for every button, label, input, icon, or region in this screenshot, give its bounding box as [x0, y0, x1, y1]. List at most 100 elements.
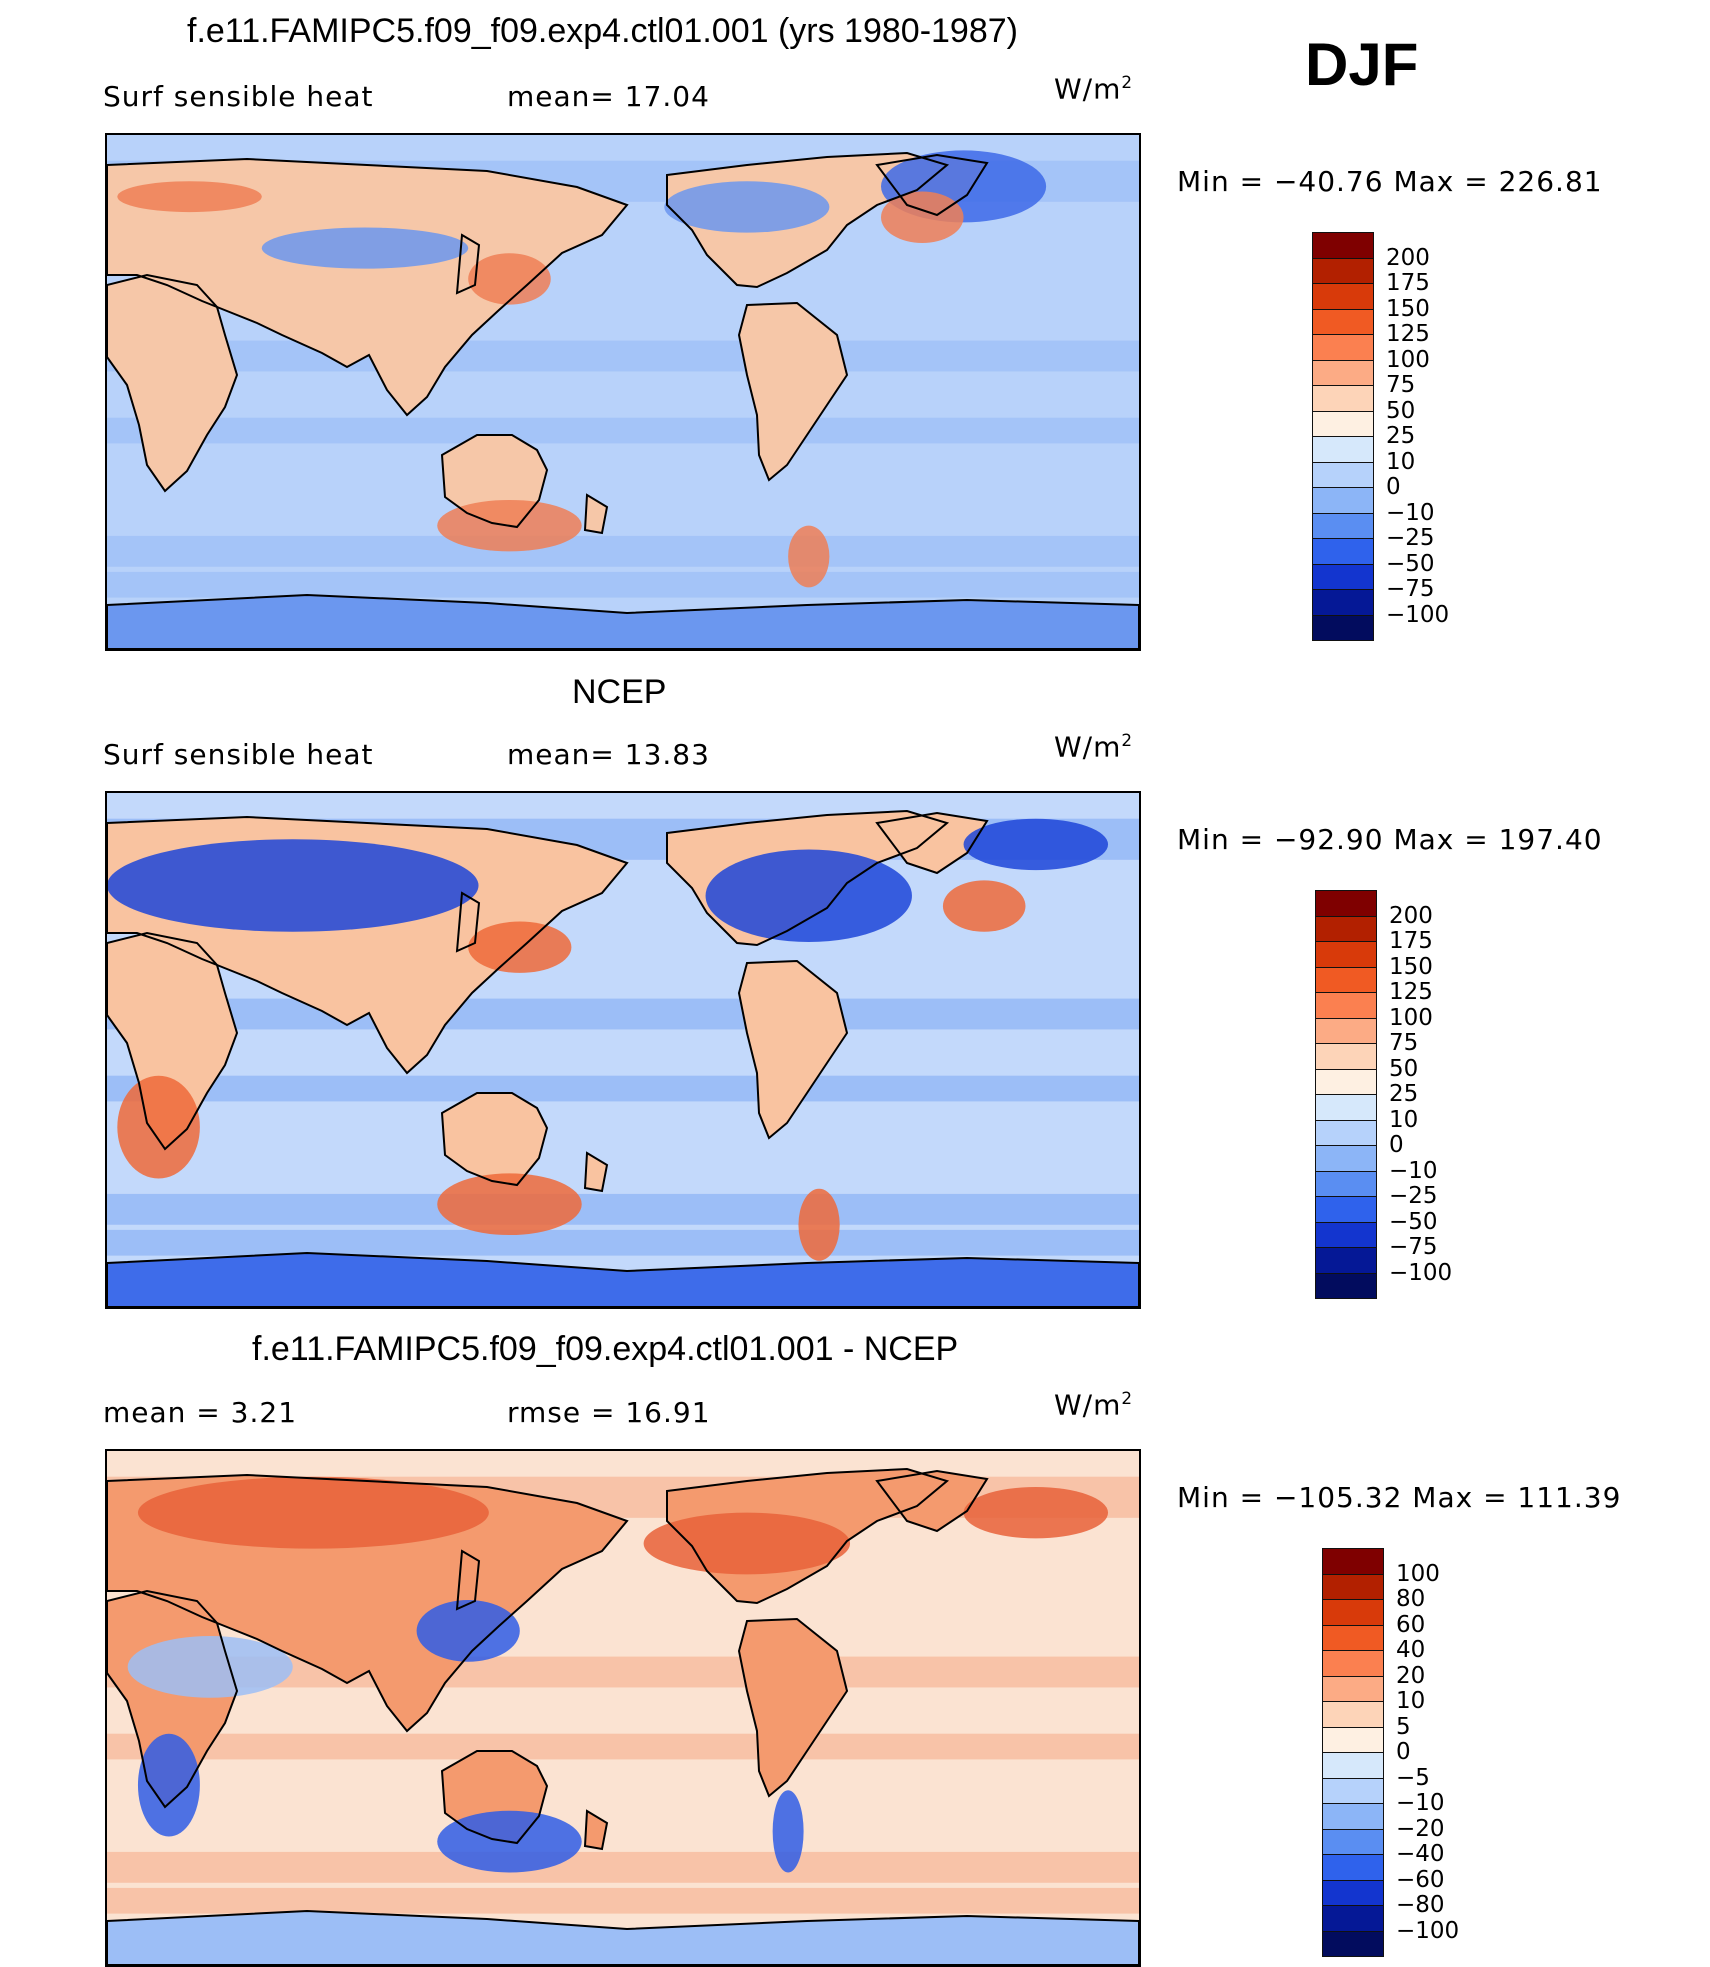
- ocean-band: [107, 535, 1139, 567]
- ocean-band: [107, 417, 1139, 444]
- colorbar-tick-label: −20: [1396, 1815, 1445, 1842]
- colorbar-swatch: [1312, 538, 1374, 565]
- colorbar-tick-label: −75: [1386, 576, 1435, 602]
- panel-1-mean-label: mean= 17.04: [507, 80, 710, 113]
- colorbar-swatch: [1322, 1675, 1384, 1702]
- colorbar-swatch: [1322, 1599, 1384, 1626]
- colorbar-tick-label: −10: [1386, 499, 1435, 526]
- field-anomaly: [107, 839, 479, 932]
- colorbar-swatch: [1322, 1752, 1384, 1779]
- ocean-band: [107, 1229, 1139, 1256]
- colorbar-tick-label: 100: [1396, 1560, 1440, 1587]
- ocean-band: [107, 1075, 1139, 1102]
- panel-3-map: [105, 1449, 1141, 1967]
- colorbar-swatch: [1315, 1170, 1377, 1197]
- land-africa: [107, 933, 237, 1149]
- colorbar-tick-label: 100: [1386, 346, 1430, 373]
- colorbar-swatch: [1315, 915, 1377, 942]
- coastline-australia: [440, 434, 549, 529]
- colorbar-swatch: [1312, 512, 1374, 539]
- colorbar-tick-label: −50: [1386, 550, 1435, 577]
- field-anomaly: [963, 818, 1109, 871]
- colorbar-swatch: [1312, 461, 1374, 488]
- coastline-samerica: [737, 301, 849, 482]
- land-antarctica: [107, 595, 1139, 649]
- ocean-band: [107, 571, 1139, 598]
- panel-3-units: W/m2: [1054, 1388, 1134, 1422]
- field-anomaly: [416, 1600, 520, 1662]
- colorbar-tick-label: 10: [1389, 1106, 1419, 1133]
- coastline-nz: [583, 493, 609, 535]
- colorbar-swatch: [1315, 890, 1377, 917]
- colorbar-swatch: [1312, 385, 1374, 412]
- coastline-eurasia: [107, 815, 629, 1075]
- coastline-japan: [455, 891, 481, 953]
- ocean-band: [107, 340, 1139, 372]
- coastline-africa: [107, 1589, 239, 1809]
- colorbar-swatch: [1322, 1879, 1384, 1906]
- colorbar-swatch: [1315, 1068, 1377, 1095]
- colorbar-swatch: [1315, 1272, 1377, 1299]
- colorbar-swatch: [1322, 1930, 1384, 1957]
- colorbar-swatch: [1312, 283, 1374, 310]
- coastline-samerica: [737, 959, 849, 1140]
- field-anomaly: [137, 1476, 489, 1549]
- colorbar-swatch: [1312, 589, 1374, 616]
- colorbar-swatch: [1312, 308, 1374, 335]
- colorbar-tick-label: 40: [1396, 1637, 1426, 1663]
- colorbar-tick-label: −10: [1396, 1790, 1445, 1816]
- field-anomaly: [437, 1173, 582, 1236]
- panel-2-min-max: Min = −92.90 Max = 197.40: [1177, 823, 1603, 856]
- colorbar-tick-label: 100: [1389, 1004, 1433, 1031]
- field-anomaly: [643, 1512, 851, 1575]
- coastline-nz: [583, 1151, 609, 1193]
- coastline-australia: [440, 1092, 549, 1187]
- coastline-africa: [107, 931, 239, 1151]
- colorbar-tick-label: −40: [1396, 1841, 1445, 1867]
- colorbar-swatch: [1322, 1701, 1384, 1728]
- field-anomaly: [798, 1188, 840, 1261]
- panel-2-map: [105, 791, 1141, 1309]
- field-anomaly: [664, 181, 830, 233]
- colorbar-swatch: [1315, 992, 1377, 1019]
- colorbar-tick-label: 150: [1389, 953, 1433, 980]
- panel-3-mean-label: mean = 3.21: [103, 1396, 298, 1429]
- colorbar-tick-label: 0: [1389, 1132, 1404, 1158]
- land-samerica: [739, 303, 847, 480]
- ocean-band: [107, 998, 1139, 1030]
- colorbar-tick-label: −60: [1396, 1866, 1445, 1893]
- coastline-africa: [107, 273, 239, 493]
- coastline-japan: [455, 233, 481, 295]
- colorbar-tick-label: 175: [1386, 270, 1430, 296]
- colorbar-tick-label: −10: [1389, 1157, 1438, 1184]
- colorbar-tick-label: 0: [1396, 1739, 1411, 1765]
- panel-2-mean-label: mean= 13.83: [507, 738, 710, 771]
- panel-2-colorbar: 200 175 150 125 100 75 50 25 10 0 −10 −25 −50 −75 −100: [1315, 890, 1485, 1299]
- colorbar-swatch: [1315, 1196, 1377, 1223]
- coastline-australia: [440, 1750, 549, 1845]
- colorbar-swatch: [1312, 436, 1374, 463]
- field-anomaly: [881, 191, 964, 243]
- panel-3-title: f.e11.FAMIPC5.f09_f09.exp4.ctl01.001 - N…: [252, 1330, 959, 1368]
- field-anomaly: [344, 1929, 861, 1960]
- coastline-antarctica: [107, 593, 1139, 649]
- colorbar-tick-label: 125: [1389, 979, 1433, 1005]
- field-anomaly: [127, 1636, 293, 1698]
- coastline-antarctica: [107, 1251, 1139, 1307]
- colorbar-swatch: [1322, 1726, 1384, 1753]
- colorbar-swatch: [1322, 1777, 1384, 1804]
- land-antarctica: [107, 1253, 1139, 1307]
- colorbar-tick-label: 80: [1396, 1586, 1426, 1612]
- colorbar-tick-label: 175: [1389, 928, 1433, 954]
- panel-1-colorbar: 200 175 150 125 100 75 50 25 10 0 −10 −25 −50 −75 −100: [1312, 232, 1482, 641]
- panel-2-units: W/m2: [1054, 730, 1134, 764]
- colorbar-tick-label: −5: [1396, 1764, 1430, 1791]
- panel-1-units: W/m2: [1054, 72, 1134, 106]
- land-samerica: [739, 961, 847, 1138]
- colorbar-tick-label: −100: [1389, 1259, 1453, 1286]
- colorbar-tick-label: 125: [1386, 321, 1430, 347]
- coastline-greenland: [875, 1469, 989, 1533]
- colorbar-tick-label: 10: [1386, 448, 1416, 475]
- colorbar-swatch: [1315, 1145, 1377, 1172]
- panel-1-min-max: Min = −40.76 Max = 226.81: [1177, 165, 1603, 198]
